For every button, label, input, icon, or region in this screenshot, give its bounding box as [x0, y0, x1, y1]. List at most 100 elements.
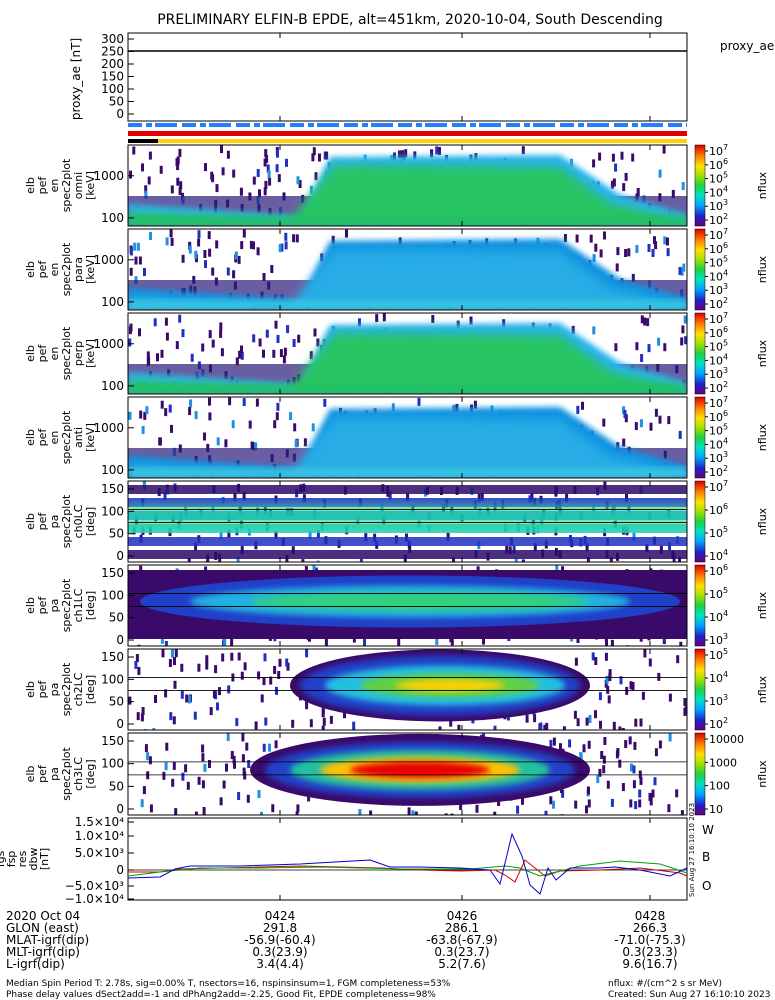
panel-ytick: 150 [101, 734, 124, 748]
dbsp-ylabel-line: res [16, 850, 29, 867]
quality-bar-black [128, 139, 158, 143]
colorbar-tick: 104 [709, 670, 728, 685]
colorbar [694, 648, 706, 731]
colorbar-tick: 107 [709, 395, 728, 410]
panel-ylabel-line: en [48, 431, 61, 445]
panel-ylabel-line: elb [24, 261, 37, 278]
colorbar-label: nflux [756, 255, 769, 283]
proxy-ae-ytick: 300 [101, 32, 124, 46]
legend-w: W [702, 823, 714, 837]
panel-ylabel-line: anti [72, 427, 85, 448]
panel-ylabel-line: elb [24, 513, 37, 530]
panel-ytick: 1000 [93, 253, 124, 267]
panel-ytick: 100 [101, 463, 124, 477]
colorbar-tick: 106 [709, 157, 728, 172]
panel-ylabel-line: pef [36, 764, 49, 783]
panel-ylabel-line: en [48, 179, 61, 193]
panel-ylabel-line: [keV] [84, 171, 97, 200]
panel-ylabel-line: en [48, 263, 61, 277]
panel-ytick: 150 [101, 566, 124, 580]
panel-ch3LC: elb pef pa spec2plot ch3LC [deg] 150 100 50 0 1000… [24, 732, 769, 816]
colorbar-tick: 102 [709, 464, 728, 479]
panel-ylabel-line: [keV] [84, 255, 97, 284]
dbsp-ylabel-line: dbw [27, 848, 40, 871]
panel-ytick: 1000 [93, 421, 124, 435]
panel-ylabel-line: ch2LC [72, 672, 85, 706]
colorbar-tick: 103 [709, 693, 728, 708]
dbsp-ylabel-line: fsp [5, 851, 18, 868]
colorbar-tick: 107 [709, 227, 728, 242]
panel-ylabel-line: pef [36, 680, 49, 699]
colorbar-tick: 104 [709, 352, 728, 367]
dbsp-ylabel-line: [nT] [38, 848, 51, 870]
colorbar [694, 144, 706, 227]
colorbar-tick: 106 [709, 241, 728, 256]
panel-en-anti: elb pef en spec2plot anti [keV]10001001071061… [24, 395, 769, 479]
colorbar [694, 228, 706, 311]
panel-ylabel-line: spec2plot [60, 326, 73, 380]
panel-ylabel-line: en [48, 347, 61, 361]
legend-o: O [702, 879, 711, 893]
proxy-ae-legend: proxy_ae [720, 39, 774, 53]
panel-ytick: 1000 [93, 337, 124, 351]
panel-ytick: 100 [101, 295, 124, 309]
panel-en-perp: elb pef en spec2plot perp [keV]10001001071061… [24, 311, 769, 395]
colorbar-tick: 105 [709, 647, 728, 662]
colorbar-tick: 102 [709, 380, 728, 395]
panel-ylabel-line: elb [24, 345, 37, 362]
colorbar [694, 732, 706, 816]
colorbar-tick: 107 [709, 311, 728, 326]
panel-ytick: 100 [101, 379, 124, 393]
status-bars [128, 123, 687, 143]
panel-ylabel-line: [deg] [84, 507, 97, 536]
panel-ylabel-line: spec2plot [60, 158, 73, 212]
colorbar-tick: 102 [709, 212, 728, 227]
dbsp-ytick: 1.5×10⁴ [75, 815, 124, 829]
proxy-ae-ytick: 250 [101, 45, 124, 59]
colorbar-tick: 107 [709, 143, 728, 158]
panel-ylabel-line: [deg] [84, 591, 97, 620]
colorbar-tick: 104 [709, 184, 728, 199]
panel-ylabel-line: elb [24, 766, 37, 783]
panel-ylabel-line: ch3LC [72, 757, 85, 791]
proxy-ae-ytick: 50 [109, 95, 124, 109]
panel-ylabel-line: pef [36, 176, 49, 195]
colorbar-label: nflux [756, 760, 769, 788]
colorbar-label: nflux [756, 339, 769, 367]
panel-ylabel-line: para [72, 257, 85, 282]
colorbar [694, 480, 706, 563]
dbsp-ytick: −5.0×10³ [65, 879, 124, 893]
colorbar-tick: 105 [709, 339, 728, 354]
dbsp-series-o [127, 832, 688, 895]
quality-bar-red [128, 131, 687, 136]
colorbar-label: nflux [756, 171, 769, 199]
colorbar-tick: 10000 [709, 733, 744, 746]
panel-en-omni: elb pef en spec2plot omni [keV]10001001071061… [24, 143, 769, 227]
panel-ytick: 100 [101, 504, 124, 518]
colorbar-tick: 104 [709, 548, 728, 563]
legend-b: B [702, 850, 710, 864]
colorbar-tick: 106 [709, 325, 728, 340]
colorbar-tick: 105 [709, 586, 728, 601]
proxy-ae-ylabel: proxy_ae [nT] [69, 38, 83, 120]
panel-ylabel-line: pa [48, 683, 61, 697]
side-stamp: Sun Aug 27 16:10:10 2023 [688, 803, 696, 897]
colorbar-tick: 105 [709, 423, 728, 438]
panel-ylabel-line: [deg] [84, 675, 97, 704]
colorbar-tick: 103 [709, 632, 728, 647]
colorbar-tick: 102 [709, 296, 728, 311]
dbsp-ytick: 0 [116, 863, 124, 877]
colorbar-label: nflux [756, 423, 769, 451]
colorbar-tick: 100 [709, 780, 730, 793]
proxy-ae-ytick: 100 [101, 82, 124, 96]
dbsp-ylabel-line: fgs [0, 850, 7, 867]
panel-ylabel-line: spec2plot [60, 662, 73, 716]
panel-ch0LC: elb pef pa spec2plot ch0LC [deg] 150 100 50 0 107 1… [24, 479, 769, 563]
colorbar-tick: 10 [709, 803, 723, 816]
colorbar-tick: 103 [709, 198, 728, 213]
panel-ch1LC: elb pef pa spec2plot ch1LC [deg] 150 100 50 0 106 1… [24, 563, 769, 647]
panel-ylabel-line: spec2plot [60, 494, 73, 548]
